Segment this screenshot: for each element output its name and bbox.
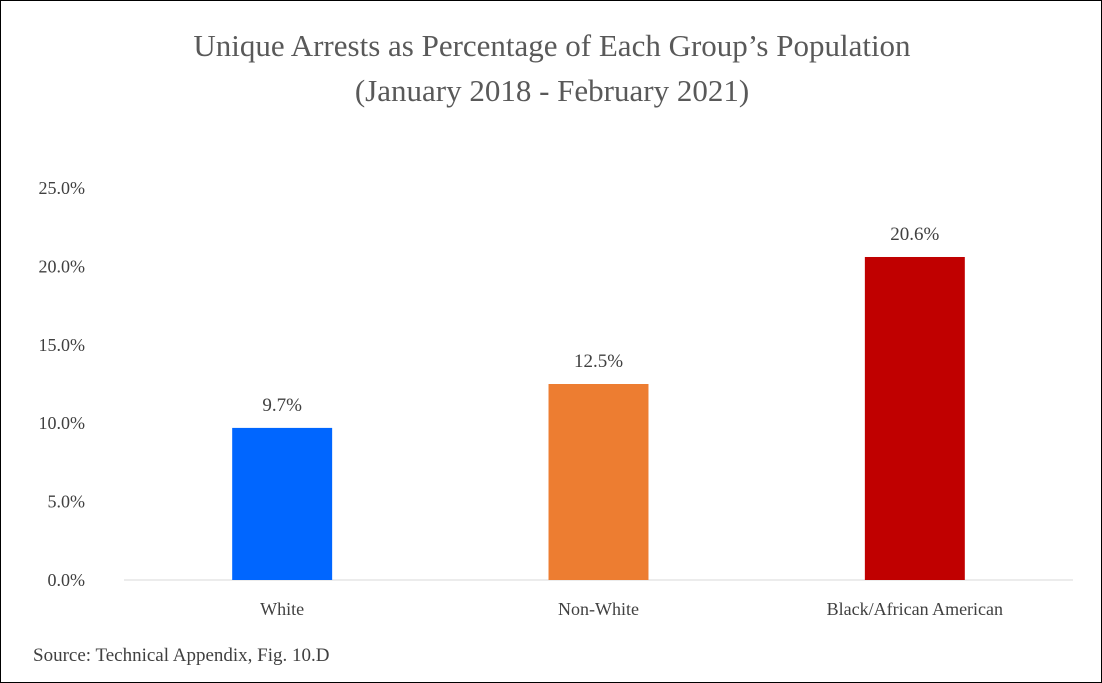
bar-black-african-american — [864, 256, 965, 580]
chart-title-line-2: (January 2018 - February 2021) — [355, 73, 749, 108]
bars — [232, 256, 965, 580]
x-tick-label: Non-White — [558, 599, 639, 619]
data-label: 20.6% — [890, 224, 939, 245]
bar-white — [232, 427, 333, 580]
bar-non-white — [548, 384, 649, 580]
y-tick-label: 20.0% — [39, 256, 86, 276]
data-labels: 9.7% 12.5% 20.6% — [262, 224, 939, 416]
y-tick-label: 5.0% — [48, 492, 86, 512]
chart-title-line-1: Unique Arrests as Percentage of Each Gro… — [193, 28, 911, 63]
x-tick-label: White — [260, 599, 304, 619]
x-tick-label: Black/African American — [827, 599, 1003, 619]
data-label: 9.7% — [262, 395, 302, 416]
source-note: Source: Technical Appendix, Fig. 10.D — [33, 645, 329, 666]
y-tick-label: 25.0% — [39, 178, 86, 198]
y-tick-label: 15.0% — [39, 335, 86, 355]
x-axis-ticks: White Non-White Black/African American — [260, 599, 1003, 619]
data-label: 12.5% — [574, 351, 623, 372]
y-axis-ticks: 0.0% 5.0% 10.0% 15.0% 20.0% 25.0% — [39, 178, 86, 590]
y-tick-label: 10.0% — [39, 413, 86, 433]
y-tick-label: 0.0% — [48, 570, 86, 590]
